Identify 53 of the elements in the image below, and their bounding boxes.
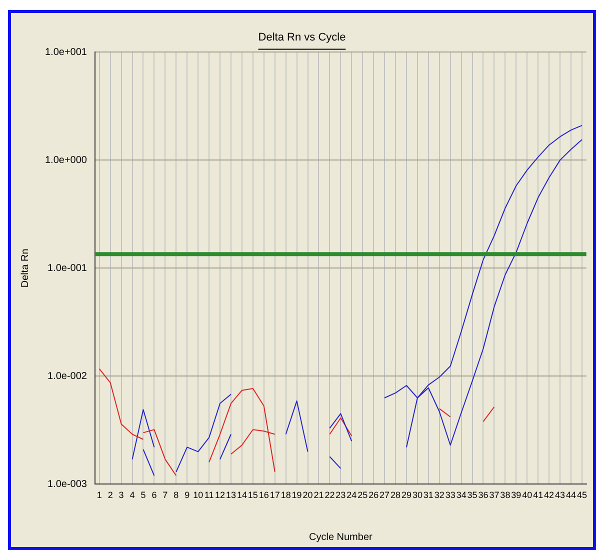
x-tick-label: 13: [226, 490, 236, 500]
x-tick-label: 10: [193, 490, 204, 500]
x-tick-label: 1: [96, 490, 102, 500]
x-tick-label: 45: [576, 490, 587, 500]
x-tick-label: 15: [248, 490, 258, 500]
x-tick-label: 14: [236, 490, 247, 500]
x-tick-label: 39: [511, 490, 522, 500]
x-tick-label: 27: [380, 490, 390, 500]
x-tick-label: 32: [434, 490, 444, 500]
y-tick-label: 1.0e-002: [48, 370, 88, 382]
x-tick-label: 16: [258, 490, 269, 500]
x-tick-label: 34: [456, 490, 466, 500]
x-axis-title: Cycle Number: [308, 532, 374, 543]
x-tick-label: 30: [412, 490, 422, 500]
x-tick-label: 7: [162, 490, 168, 500]
x-tick-label: 28: [390, 490, 401, 500]
x-tick-label: 29: [401, 490, 412, 500]
chart-title: Delta Rn vs Cycle: [258, 32, 346, 44]
y-tick-label: 1.0e+000: [44, 154, 88, 166]
x-tick-label: 9: [184, 490, 190, 500]
x-tick-label: 35: [467, 490, 478, 500]
x-tick-label: 43: [555, 490, 566, 500]
x-tick-label: 12: [215, 490, 226, 500]
x-tick-label: 25: [358, 490, 368, 500]
x-tick-label: 44: [566, 490, 576, 500]
x-tick-label: 40: [522, 490, 532, 500]
y-tick-label: 1.0e-001: [48, 262, 88, 274]
x-tick-label: 21: [314, 490, 324, 500]
x-tick-label: 36: [478, 490, 488, 500]
x-tick-label: 37: [489, 490, 500, 500]
x-tick-label: 5: [140, 490, 146, 500]
x-tick-label: 19: [292, 490, 302, 500]
x-tick-label: 33: [445, 490, 456, 500]
y-tick-label: 1.0e-003: [48, 478, 88, 490]
x-tick-label: 2: [108, 490, 113, 500]
x-tick-label: 26: [368, 490, 379, 500]
y-axis-title: Delta Rn: [20, 248, 31, 288]
x-tick-label: 42: [544, 490, 554, 500]
x-tick-label: 38: [500, 490, 510, 500]
x-tick-label: 41: [533, 490, 544, 500]
x-tick-label: 3: [118, 490, 124, 500]
x-tick-label: 23: [336, 490, 346, 500]
x-tick-label: 22: [324, 490, 335, 500]
x-tick-label: 4: [130, 490, 135, 500]
x-tick-label: 20: [302, 490, 313, 500]
y-tick-label: 1.0e+001: [44, 46, 88, 58]
x-tick-label: 24: [346, 490, 357, 500]
x-tick-label: 17: [270, 490, 280, 500]
x-tick-label: 18: [280, 490, 291, 500]
x-tick-label: 8: [174, 490, 179, 500]
x-tick-label: 31: [423, 490, 434, 500]
x-tick-label: 6: [152, 490, 157, 500]
x-tick-label: 11: [204, 490, 214, 500]
